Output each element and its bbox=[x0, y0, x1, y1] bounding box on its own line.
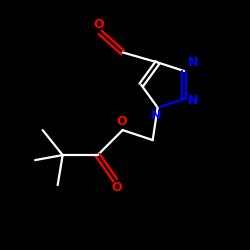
Text: N: N bbox=[188, 56, 198, 69]
Text: O: O bbox=[111, 181, 122, 194]
Text: N: N bbox=[151, 109, 162, 122]
Text: N: N bbox=[188, 94, 198, 107]
Text: O: O bbox=[116, 114, 127, 128]
Text: O: O bbox=[94, 18, 104, 31]
